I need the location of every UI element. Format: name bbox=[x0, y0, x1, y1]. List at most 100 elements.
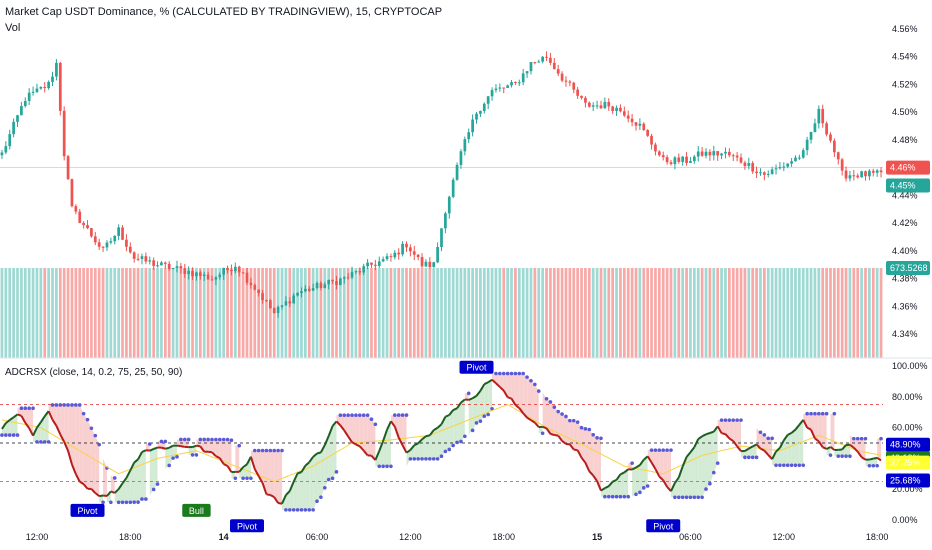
rsx-fill bbox=[791, 429, 796, 466]
candle-body bbox=[409, 247, 412, 252]
band-dot bbox=[93, 433, 98, 438]
rsx-segment bbox=[849, 443, 855, 449]
rsx-fill bbox=[682, 456, 687, 498]
candle-body bbox=[436, 247, 439, 263]
volume-bar bbox=[113, 268, 117, 358]
rsx-segment bbox=[273, 496, 279, 504]
rsx-segment bbox=[573, 448, 578, 452]
rsx-fill bbox=[523, 373, 528, 418]
volume-bar bbox=[327, 268, 331, 358]
candle-body bbox=[93, 236, 97, 243]
rsx-fill bbox=[453, 408, 458, 446]
candle-body bbox=[704, 151, 708, 156]
volume-bar bbox=[681, 268, 685, 358]
volume-bar bbox=[875, 268, 879, 358]
indicator-value-badge-bg bbox=[886, 455, 930, 470]
candle-body bbox=[801, 150, 805, 158]
rsx-fill bbox=[787, 432, 792, 466]
candle-body bbox=[401, 243, 404, 255]
volume-bar bbox=[233, 268, 237, 358]
rsx-segment bbox=[619, 471, 625, 476]
volume-bar bbox=[766, 268, 770, 358]
band-dot bbox=[680, 495, 685, 500]
volume-bar bbox=[685, 268, 688, 358]
rsx-segment bbox=[125, 469, 132, 479]
rsx-segment bbox=[413, 442, 419, 447]
rsx-fill bbox=[68, 404, 72, 465]
candle-body bbox=[786, 163, 790, 167]
band-dot bbox=[233, 476, 238, 481]
volume-bar bbox=[747, 268, 751, 358]
volume-bar bbox=[836, 268, 840, 358]
band-dot bbox=[665, 448, 669, 452]
volume-bar bbox=[506, 268, 509, 358]
band-dot bbox=[326, 477, 331, 482]
candle-body bbox=[521, 73, 525, 83]
band-dot bbox=[284, 508, 288, 512]
band-dot bbox=[548, 400, 553, 404]
candle-body bbox=[447, 196, 451, 214]
band-dot bbox=[540, 431, 545, 436]
band-dot bbox=[626, 494, 631, 499]
rsx-segment bbox=[526, 416, 532, 422]
band-dot bbox=[365, 413, 370, 418]
band-dot bbox=[338, 413, 343, 418]
rsx-segment bbox=[117, 482, 124, 490]
candle-body bbox=[856, 175, 860, 178]
rsx-fill bbox=[200, 439, 205, 452]
band-dot bbox=[451, 443, 455, 448]
band-dot bbox=[42, 440, 47, 444]
rsx-segment bbox=[689, 446, 696, 453]
rsx-fill bbox=[811, 413, 815, 439]
volume-bar bbox=[782, 268, 786, 358]
volume-bar bbox=[362, 268, 366, 358]
rsx-segment bbox=[483, 381, 489, 386]
rsx-segment bbox=[588, 470, 594, 477]
rsx-segment bbox=[623, 468, 629, 474]
rsx-segment bbox=[226, 465, 233, 473]
band-dot bbox=[136, 500, 140, 504]
candle-body bbox=[836, 152, 840, 160]
band-dot bbox=[70, 403, 74, 407]
band-dot bbox=[879, 436, 883, 441]
candle-body bbox=[696, 151, 700, 157]
candle-body bbox=[743, 162, 747, 167]
rsx-fill bbox=[64, 404, 69, 451]
rsx-fill bbox=[604, 486, 609, 497]
candle-body bbox=[331, 279, 334, 282]
rsx-fill bbox=[818, 413, 823, 448]
volume-bar bbox=[848, 268, 852, 358]
rsx-fill bbox=[103, 458, 107, 497]
time-tick-label: 06:00 bbox=[679, 532, 702, 542]
volume-bar bbox=[622, 268, 626, 358]
volume-bar bbox=[202, 268, 206, 358]
band-dot bbox=[754, 455, 759, 460]
band-dot bbox=[369, 417, 374, 422]
rsx-fill bbox=[441, 416, 446, 457]
rsx-fill bbox=[624, 469, 629, 497]
candle-body bbox=[432, 262, 436, 267]
candle-body bbox=[377, 261, 381, 266]
rsx-segment bbox=[712, 425, 719, 433]
candle-body bbox=[202, 274, 206, 276]
candle-body bbox=[261, 293, 264, 301]
indicator-value-badge-bg bbox=[886, 437, 930, 452]
rsx-segment bbox=[806, 426, 812, 431]
candle-body bbox=[689, 161, 692, 163]
rsx-fill bbox=[433, 427, 438, 459]
candle-body bbox=[475, 113, 478, 120]
volume-bar bbox=[720, 268, 723, 358]
volume-bar bbox=[148, 268, 152, 358]
band-dot bbox=[89, 426, 94, 431]
band-dot bbox=[58, 403, 63, 407]
band-dot bbox=[291, 508, 296, 512]
volume-bar bbox=[521, 268, 525, 358]
rsx-segment bbox=[55, 425, 62, 435]
candle-body bbox=[661, 155, 665, 158]
band-dot bbox=[789, 463, 794, 468]
rsx-fill bbox=[285, 490, 290, 510]
candle-body bbox=[809, 131, 813, 140]
volume-bar bbox=[346, 268, 350, 358]
volume-bar bbox=[93, 268, 97, 358]
